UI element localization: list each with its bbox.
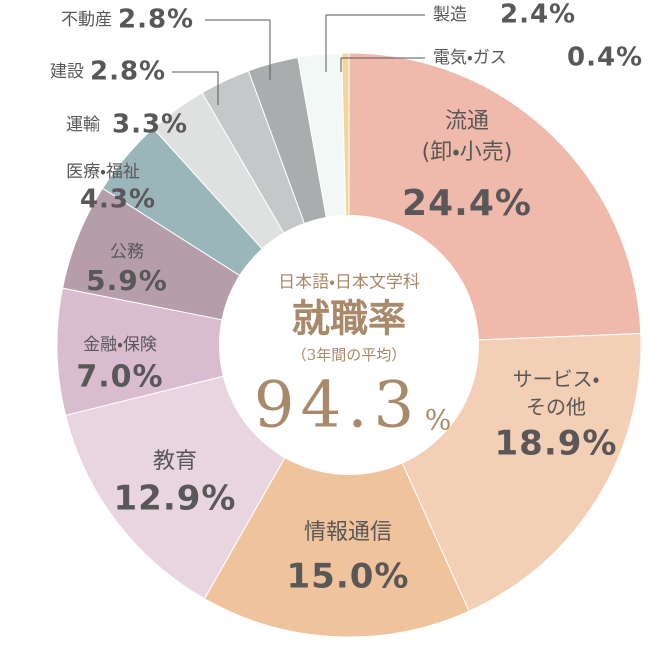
slice-label: 運輸 xyxy=(66,115,100,135)
leader-line xyxy=(172,71,219,105)
value-label: 5.9% xyxy=(86,264,168,297)
slice-label: 電気・ガス xyxy=(433,48,507,68)
value-label: 12.9% xyxy=(114,479,237,519)
slices xyxy=(56,52,642,638)
leader-line xyxy=(340,57,425,72)
value-label: 3.3% xyxy=(112,110,188,140)
center-unit: % xyxy=(425,404,452,437)
slice-label: 金融・保険 xyxy=(83,335,157,355)
value-label: 2.4% xyxy=(500,0,576,30)
slice-label: 不動産 xyxy=(61,10,112,30)
center-heading: 日本語・日本文学科 xyxy=(278,273,420,293)
slice-label: 製造 xyxy=(433,5,467,25)
value-label: 0.4% xyxy=(567,43,643,73)
slice-label: 流通(卸・小売) xyxy=(422,109,513,165)
value-label: 15.0% xyxy=(287,557,410,597)
leader-line xyxy=(325,14,425,72)
slice-label: 情報通信 xyxy=(304,520,392,545)
slice-label: サービス・その他 xyxy=(513,367,600,419)
center-title: 就職率 xyxy=(292,296,406,341)
slice-label: 教育 xyxy=(153,449,197,474)
donut-hole xyxy=(219,215,479,475)
leader-line xyxy=(205,19,271,80)
value-label: 7.0% xyxy=(76,360,163,395)
value-label: 2.8% xyxy=(90,57,166,87)
center-value: 94.3 xyxy=(254,369,421,443)
value-label: 24.4% xyxy=(402,183,532,224)
value-label: 2.8% xyxy=(118,5,194,35)
value-label: 18.9% xyxy=(495,424,618,464)
slice-label: 医療・福祉 xyxy=(66,162,140,182)
slice-label: 公務 xyxy=(110,242,144,262)
center-subtitle: （3年間の平均） xyxy=(292,346,407,364)
slice-label: 建設 xyxy=(50,62,84,82)
value-label: 4.3% xyxy=(80,185,156,215)
